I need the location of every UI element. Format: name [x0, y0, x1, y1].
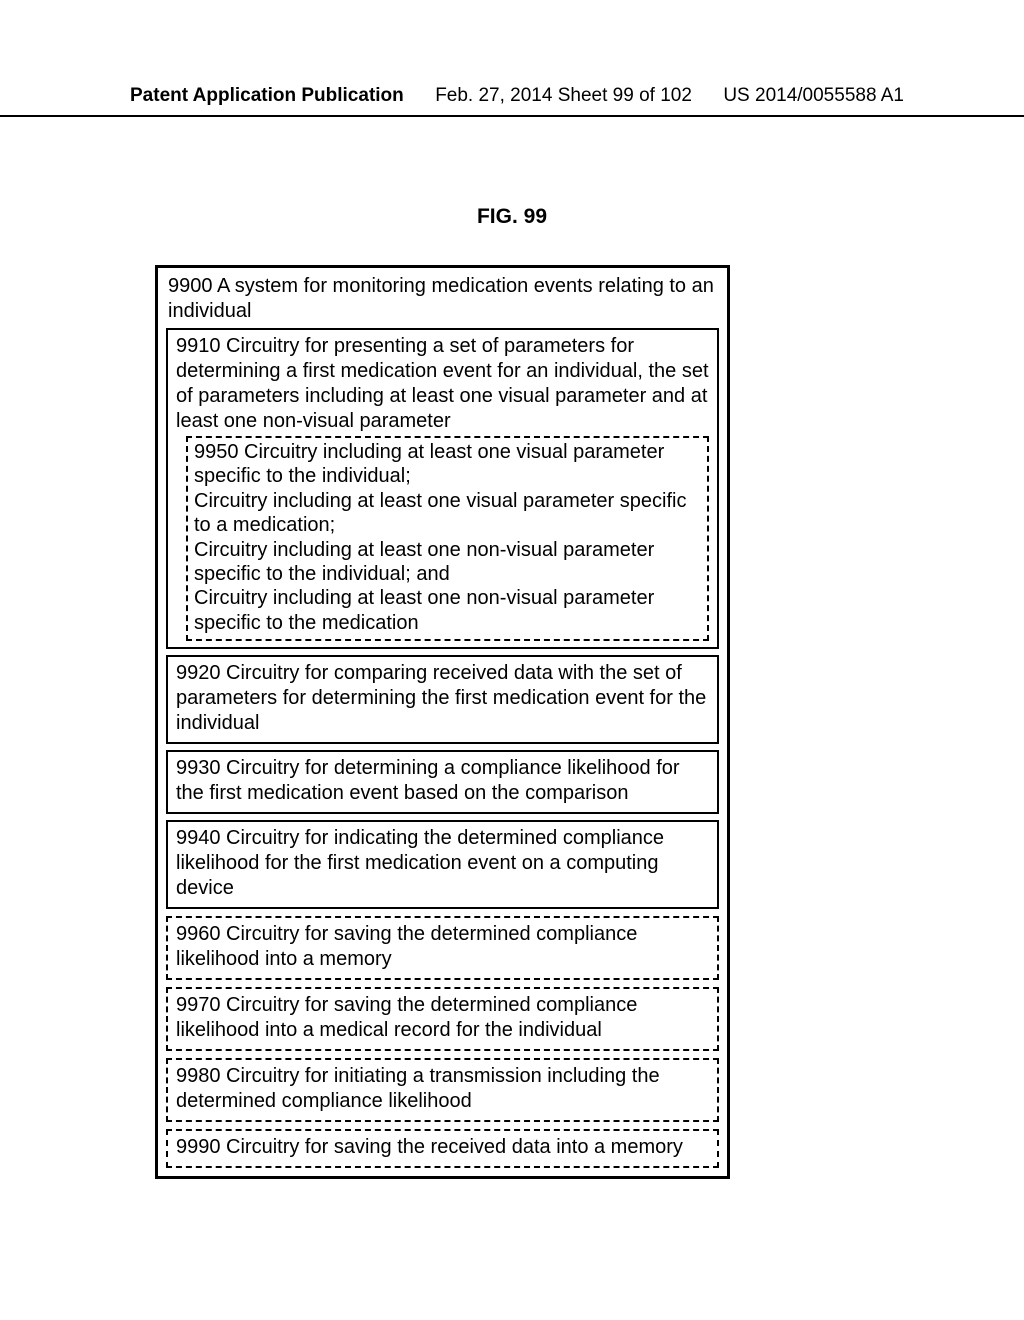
header-publication: Patent Application Publication [130, 85, 404, 107]
box-9920: 9920 Circuitry for comparing received da… [166, 655, 719, 744]
box-9910: 9910 Circuitry for presenting a set of p… [166, 328, 719, 649]
system-box-9900: 9900 A system for monitoring medication … [155, 265, 730, 1179]
system-title-9900: 9900 A system for monitoring medication … [166, 274, 719, 328]
figure-title: FIG. 99 [0, 205, 1024, 229]
box-9950: 9950 Circuitry including at least one vi… [186, 436, 709, 641]
page-header: Patent Application Publication Feb. 27, … [0, 85, 1024, 107]
box-9930: 9930 Circuitry for determining a complia… [166, 750, 719, 814]
box-9990: 9990 Circuitry for saving the received d… [166, 1129, 719, 1168]
header-rule [0, 115, 1024, 117]
page: Patent Application Publication Feb. 27, … [0, 0, 1024, 1320]
header-date-sheet: Feb. 27, 2014 Sheet 99 of 102 [435, 85, 692, 107]
header-pub-number: US 2014/0055588 A1 [723, 85, 904, 107]
box-9980: 9980 Circuitry for initiating a transmis… [166, 1058, 719, 1122]
box-9910-text: 9910 Circuitry for presenting a set of p… [176, 334, 709, 434]
box-9970: 9970 Circuitry for saving the determined… [166, 987, 719, 1051]
box-9960: 9960 Circuitry for saving the determined… [166, 916, 719, 980]
box-9940: 9940 Circuitry for indicating the determ… [166, 820, 719, 909]
box-9950-wrap: 9950 Circuitry including at least one vi… [176, 436, 709, 641]
